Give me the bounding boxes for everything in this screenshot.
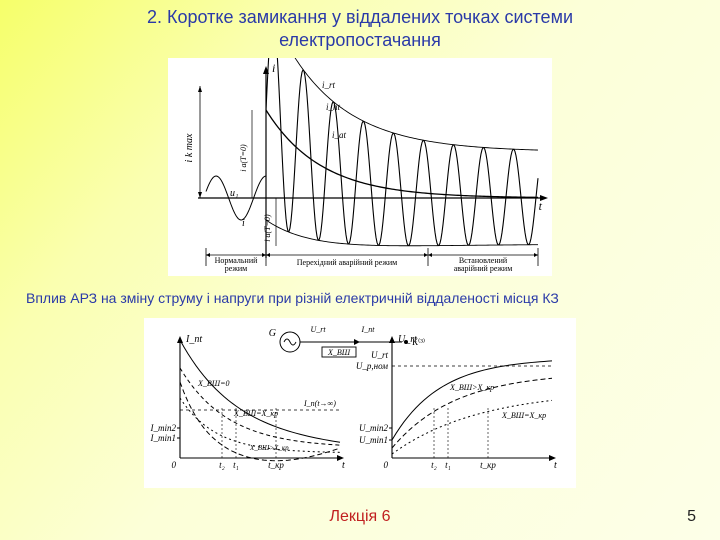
svg-text:I_nt: I_nt — [361, 325, 376, 334]
svg-text:i: i — [272, 61, 275, 75]
svg-text:X_ВШ: X_ВШ — [327, 348, 351, 357]
figure-2-arz-graphs: 0 I_ntt I_min1I_min2 t₂ t₁ t_кр X_ВШ=0 X_ВШ=X_к… — [144, 318, 576, 488]
svg-text:I_min2: I_min2 — [150, 423, 177, 433]
svg-text:X_ВШ>X_кр: X_ВШ>X_кр — [449, 383, 494, 392]
svg-text:U_min1: U_min1 — [359, 435, 388, 445]
svg-text:I_min1: I_min1 — [150, 433, 177, 443]
svg-text:U_р,ном: U_р,ном — [356, 361, 388, 371]
svg-text:К⁽³⁾: К⁽³⁾ — [412, 337, 425, 347]
footer-lecture-label: Лекція 6 — [0, 508, 720, 526]
svg-text:U_min2: U_min2 — [359, 423, 388, 433]
title-line-2: електропостачання — [279, 30, 441, 50]
svg-text:I_nt: I_nt — [185, 334, 202, 345]
svg-text:t_кр: t_кр — [480, 460, 496, 470]
svg-text:0: 0 — [172, 460, 177, 470]
figure-1-oscillogram: itНормальнийрежимПерехідний аварійний ре… — [168, 58, 552, 276]
svg-text:i_at: i_at — [332, 130, 347, 140]
svg-text:I_n(t→∞): I_n(t→∞) — [303, 399, 336, 408]
svg-text:i a(T=0): i a(T=0) — [263, 214, 272, 242]
svg-text:X_ВШ=0: X_ВШ=0 — [197, 379, 230, 388]
svg-text:t: t — [539, 199, 543, 213]
svg-text:i_nt: i_nt — [326, 102, 341, 112]
svg-text:t₂: t₂ — [219, 460, 225, 470]
svg-text:t: t — [342, 460, 345, 471]
svg-text:режим: режим — [225, 264, 247, 273]
svg-text:t_кр: t_кр — [268, 460, 284, 470]
svg-text:0: 0 — [384, 460, 389, 470]
svg-text:t₂: t₂ — [431, 460, 437, 470]
svg-text:G: G — [269, 328, 276, 339]
svg-text:i: i — [242, 218, 245, 229]
svg-text:X_ВШ>X_кр: X_ВШ>X_кр — [249, 444, 289, 452]
title-line-1: 2. Коротке замикання у віддалених точках… — [147, 7, 573, 27]
svg-text:t₁: t₁ — [233, 460, 239, 470]
svg-text:Перехідний аварійний режим: Перехідний аварійний режим — [297, 258, 397, 267]
slide-title: 2. Коротке замикання у віддалених точках… — [0, 6, 720, 51]
svg-text:U_rt: U_rt — [310, 325, 326, 334]
svg-text:i a(T=0): i a(T=0) — [239, 144, 248, 172]
svg-text:X_ВШ=X_кр: X_ВШ=X_кр — [233, 409, 278, 418]
page-number: 5 — [687, 508, 696, 526]
svg-text:t₁: t₁ — [445, 460, 451, 470]
svg-text:t: t — [554, 460, 557, 471]
svg-text:U_rt: U_rt — [371, 350, 389, 360]
svg-text:u₁: u₁ — [230, 188, 238, 199]
figure-2-caption: Вплив АРЗ на зміну струму і напруги при … — [26, 290, 694, 306]
svg-text:X_ВШ=X_кр: X_ВШ=X_кр — [501, 411, 546, 420]
svg-text:i k max: i k max — [184, 133, 195, 162]
svg-text:i_rt: i_rt — [322, 80, 336, 90]
svg-text:аварійний режим: аварійний режим — [454, 264, 513, 273]
